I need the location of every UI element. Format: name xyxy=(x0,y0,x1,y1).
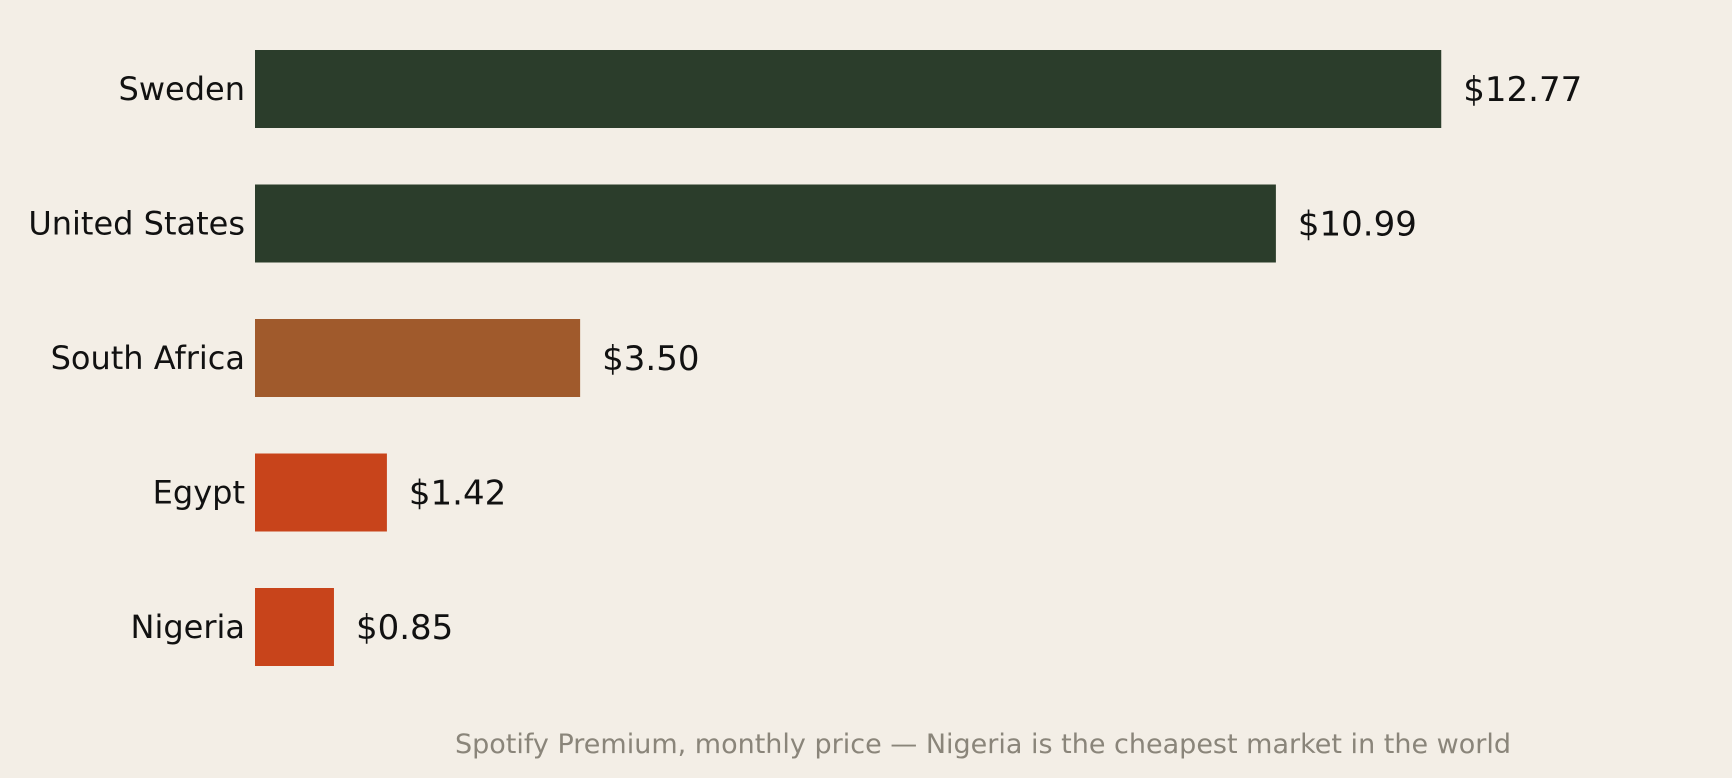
category-labels-group: Sweden United States South Africa Egypt Nige… xyxy=(28,70,245,646)
value-label-egypt: $1.42 xyxy=(409,474,506,514)
bar-south-africa xyxy=(255,319,580,397)
bar-sweden xyxy=(255,50,1441,128)
bar-nigeria xyxy=(255,588,334,666)
bars-group xyxy=(255,50,1441,666)
category-label-sweden: Sweden xyxy=(119,70,245,108)
category-label-egypt: Egypt xyxy=(153,474,245,512)
category-label-nigeria: Nigeria xyxy=(131,608,245,646)
category-label-united-states: United States xyxy=(28,205,245,243)
value-label-united-states: $10.99 xyxy=(1298,205,1417,245)
value-label-nigeria: $0.85 xyxy=(356,608,453,648)
value-label-south-africa: $3.50 xyxy=(602,339,699,379)
bar-egypt xyxy=(255,454,387,532)
bar-united-states xyxy=(255,185,1276,263)
chart-caption: Spotify Premium, monthly price — Nigeria… xyxy=(455,729,1511,760)
value-label-sweden: $12.77 xyxy=(1463,70,1582,110)
category-label-south-africa: South Africa xyxy=(51,339,245,377)
